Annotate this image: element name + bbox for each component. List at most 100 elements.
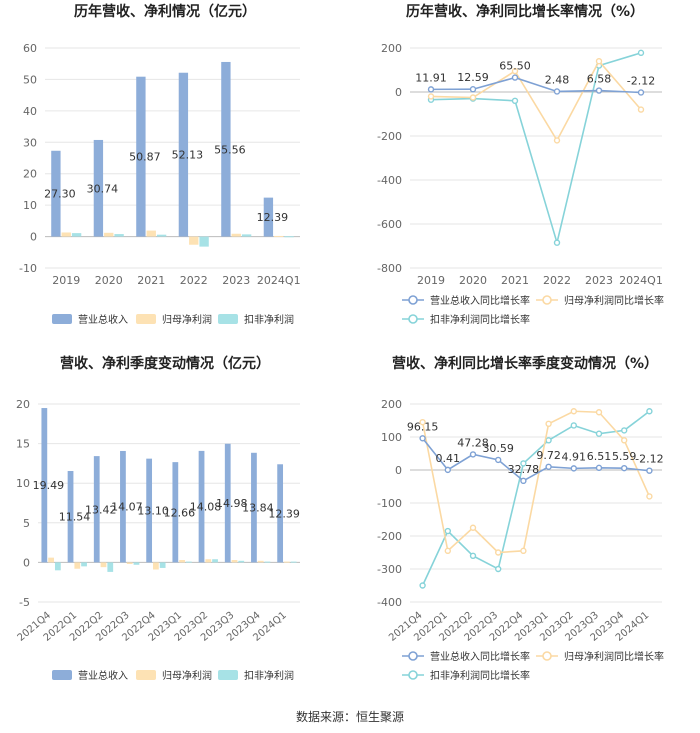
data-label: -2.12: [635, 453, 663, 466]
data-label: 55.56: [214, 143, 246, 156]
y-tick-label: 0: [395, 86, 402, 99]
data-point: [595, 87, 603, 94]
data-label: 13.84: [242, 502, 274, 515]
bar: [67, 471, 74, 563]
data-label: 14.07: [111, 501, 143, 514]
bar: [146, 458, 153, 563]
data-point: [637, 49, 645, 57]
data-point: [570, 422, 578, 429]
data-point: [621, 437, 628, 444]
data-point: [570, 408, 578, 415]
data-label: 50.87: [129, 151, 161, 164]
legend-label: 扣非净利润: [244, 669, 294, 682]
data-point: [469, 524, 477, 531]
data-label: 14.08: [190, 501, 222, 514]
series-line: [430, 59, 642, 143]
x-tick-label: 2024Q1: [257, 274, 301, 287]
data-label: 27.30: [44, 188, 76, 201]
data-point: [511, 74, 519, 81]
bar: [185, 561, 192, 563]
y-tick-label: 10: [23, 199, 37, 212]
chart-title: 历年营收、净利同比增长率情况（%）: [406, 3, 644, 20]
bar: [159, 562, 166, 568]
data-label: -2.12: [627, 74, 655, 87]
bar: [178, 72, 189, 237]
data-point: [553, 88, 561, 95]
data-point: [511, 67, 519, 75]
bar: [205, 559, 212, 563]
legend-item: 扣非净利润同比增长率: [402, 669, 530, 682]
bar: [241, 234, 252, 237]
legend-label: 归母净利润: [162, 669, 212, 682]
data-point: [494, 549, 502, 556]
data-point: [637, 106, 645, 113]
data-label: 12.59: [457, 71, 489, 84]
y-tick-label: 0: [30, 231, 37, 244]
quarterly-growth-chart: 营收、净利同比增长率季度变动情况（%） -400 -300 -200 -100 0 100 2…: [377, 355, 664, 682]
bar: [212, 559, 218, 563]
x-tick-label: 2023: [222, 274, 250, 287]
bar: [41, 408, 48, 563]
legend-item: 归母净利润同比增长率: [536, 650, 664, 663]
bar: [257, 560, 264, 563]
data-point: [621, 427, 628, 434]
bar: [93, 139, 104, 237]
bar: [290, 561, 297, 563]
legend-item: 归母净利润: [136, 669, 212, 682]
legend-item: 归母净利润: [136, 313, 212, 326]
bar: [221, 61, 231, 237]
legend-marker: [408, 670, 418, 680]
y-tick-label: 60: [23, 42, 37, 55]
data-point: [444, 527, 452, 535]
data-point: [553, 137, 561, 144]
bar: [81, 562, 87, 567]
x-tick-label: 2024Q1: [619, 274, 663, 287]
bar: [146, 230, 156, 237]
data-point: [469, 451, 477, 458]
bar: [126, 562, 133, 564]
legend-label: 营业总收入同比增长率: [430, 650, 530, 663]
chart-title: 营收、净利同比增长率季度变动情况（%）: [392, 355, 658, 372]
legend-label: 营业总收入: [78, 313, 128, 326]
legend-label: 归母净利润: [162, 313, 212, 326]
y-tick-label: 5: [23, 517, 30, 530]
y-tick-label: -400: [377, 596, 402, 609]
data-point: [444, 547, 452, 555]
data-point: [646, 493, 653, 500]
data-point: [595, 58, 603, 65]
bar: [107, 562, 114, 572]
bar: [104, 232, 114, 237]
data-label: 2.48: [545, 73, 570, 86]
data-point: [520, 460, 527, 467]
data-point: [520, 477, 527, 485]
y-tick-label: 200: [381, 42, 402, 55]
bar: [199, 236, 209, 247]
y-tick-label: 10: [16, 477, 30, 490]
legend-swatch: [218, 314, 238, 324]
data-point: [646, 408, 653, 415]
chart-title: 历年营收、净利情况（亿元）: [74, 3, 256, 20]
y-tick-label: 200: [381, 398, 402, 411]
bar: [284, 236, 294, 238]
legend-item: 扣非净利润: [218, 313, 294, 326]
data-label: 12.39: [257, 211, 289, 224]
series-line: [421, 410, 651, 554]
x-tick-label: 2019: [417, 274, 445, 287]
bar: [71, 233, 82, 237]
legend-item: 营业总收入同比增长率: [402, 650, 530, 663]
legend-item: 营业总收入: [52, 313, 128, 326]
legend-swatch: [52, 314, 72, 324]
legend-label: 营业总收入同比增长率: [430, 294, 530, 307]
x-tick-label: 2021: [137, 274, 165, 287]
legend-label: 扣非净利润同比增长率: [430, 313, 530, 326]
y-tick-label: 0: [23, 556, 30, 569]
quarterly-amount-chart: 营收、净利季度变动情况（亿元）-5051015202021Q42022Q1202…: [16, 355, 300, 682]
legend-marker: [408, 314, 418, 324]
bar: [172, 462, 179, 563]
data-label: 6.51: [587, 450, 612, 463]
data-label: 19.49: [33, 479, 65, 492]
legend-label: 扣非净利润: [244, 313, 294, 326]
bar: [100, 562, 107, 568]
bar: [54, 562, 61, 571]
